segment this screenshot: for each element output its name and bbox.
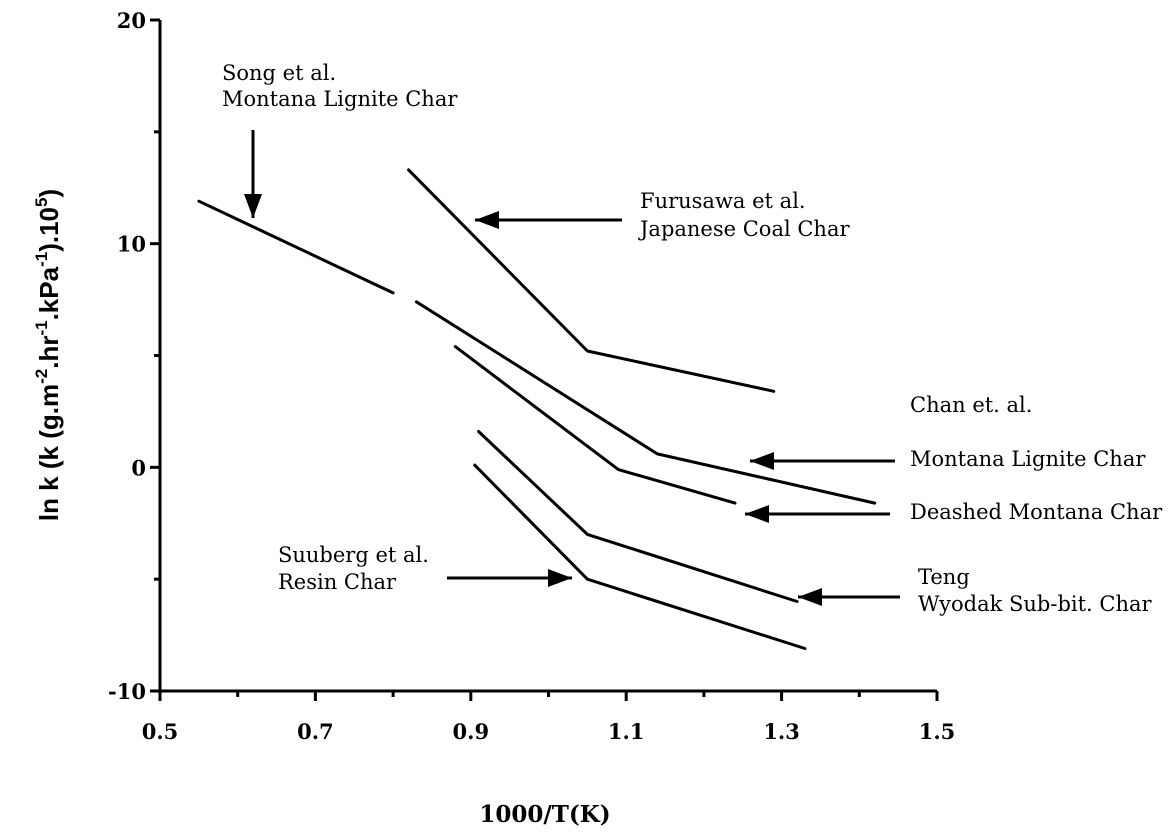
y-label-superscript: 5: [32, 198, 51, 207]
annotation-song: Montana Lignite Char: [222, 87, 458, 111]
x-tick-label: 1.5: [919, 719, 956, 744]
series-line-chan_deashed: [453, 345, 737, 505]
x-axis-label: 1000/T(K): [479, 801, 610, 828]
y-tick-label: 20: [117, 8, 146, 33]
y-label-part: .kPa: [34, 266, 64, 320]
y-label-superscript: -1: [32, 320, 51, 335]
y-label-part: .hr: [34, 336, 64, 369]
annotation-chan-deashed: Deashed Montana Char: [910, 500, 1163, 524]
arrow-chan-deashed-head: [745, 505, 769, 523]
annotation-chan: Chan et. al.: [910, 393, 1032, 417]
y-label-superscript: -2: [32, 369, 51, 384]
annotation-furusawa: Japanese Coal Char: [638, 217, 850, 241]
annotation-furusawa: Furusawa et al.: [640, 189, 806, 213]
annotation-suuberg: Resin Char: [278, 570, 397, 594]
y-label-part: ).10: [34, 207, 64, 252]
axes: 0.5 0.7 0.9 1.1 1.3 1.5 20 10 0 -10: [108, 8, 955, 744]
annotation-arrows: [244, 130, 900, 606]
series-line-furusawa: [407, 168, 776, 393]
arrow-suuberg-head: [548, 569, 572, 587]
y-label-superscript: -1: [32, 252, 51, 267]
annotation-chan-montana: Montana Lignite Char: [910, 447, 1146, 471]
x-tick-label: 0.5: [142, 719, 179, 744]
arrow-furusawa-head: [475, 211, 499, 229]
series-lines: [197, 168, 877, 650]
y-axis-label: ln k (k (g.m-2.hr-1.kPa-1).105): [32, 189, 64, 521]
y-label-part: ln k (k (g.m: [34, 384, 64, 521]
arrow-teng-head: [798, 588, 822, 606]
annotation-teng: Wyodak Sub-bit. Char: [918, 592, 1153, 616]
annotation-suuberg: Suuberg et al.: [278, 543, 429, 567]
annotation-song: Song et al.: [222, 61, 336, 85]
annotation-teng: Teng: [918, 565, 970, 589]
y-label-part: ): [34, 189, 64, 198]
series-line-suuberg: [473, 463, 807, 650]
x-tick-label: 1.1: [608, 719, 645, 744]
arrow-song-head: [244, 194, 262, 218]
x-tick-label: 1.3: [763, 719, 800, 744]
series-line-song: [197, 199, 395, 295]
y-tick-label: 0: [131, 455, 146, 480]
series-line-chan_montana: [414, 300, 877, 505]
annotations: Song et al.Montana Lignite CharFurusawa …: [222, 61, 1163, 616]
series-line-teng: [477, 430, 799, 603]
y-tick-label: 10: [117, 232, 146, 257]
y-tick-label: -10: [108, 679, 146, 704]
arrow-chan-montana-head: [750, 452, 774, 470]
x-tick-label: 0.7: [297, 719, 334, 744]
x-tick-label: 0.9: [453, 719, 490, 744]
